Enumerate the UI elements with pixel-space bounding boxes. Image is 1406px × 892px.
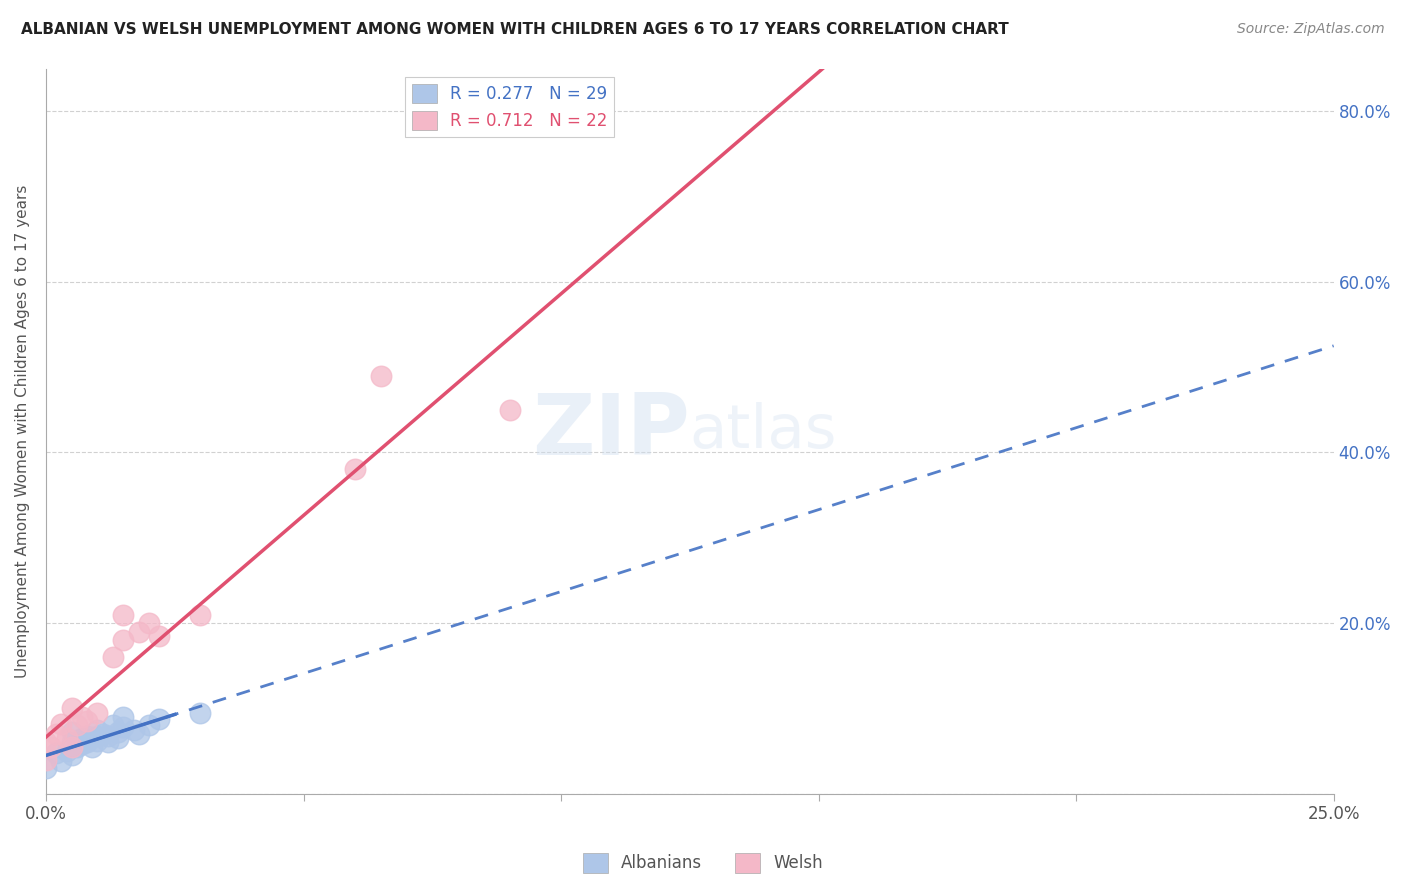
Point [76,714,98,728]
Point [86,733,108,747]
Point [112,633,135,648]
Point [35,761,58,775]
Point [101,650,124,665]
Point [498,402,520,417]
Y-axis label: Unemployment Among Women with Children Ages 6 to 17 years: Unemployment Among Women with Children A… [15,185,30,678]
Point [70,737,93,751]
Point [55,744,77,758]
Point [51,754,73,768]
Point [343,462,366,476]
Point [190,607,212,622]
Point [60,701,83,715]
Point [76,735,98,749]
Point [70,710,93,724]
Point [112,607,135,622]
Text: ALBANIAN VS WELSH UNEMPLOYMENT AMONG WOMEN WITH CHILDREN AGES 6 TO 17 YEARS CORR: ALBANIAN VS WELSH UNEMPLOYMENT AMONG WOM… [21,22,1010,37]
Point [190,706,212,720]
Point [60,748,83,763]
Legend: Albanians, Welsh: Albanians, Welsh [576,847,830,880]
Point [66,718,89,732]
Point [122,723,145,737]
Point [51,716,73,731]
Point [35,753,58,767]
Point [66,739,89,754]
Point [148,712,170,726]
Text: atlas: atlas [690,401,838,460]
Point [107,731,129,746]
Legend: R = 0.277   N = 29, R = 0.712   N = 22: R = 0.277 N = 29, R = 0.712 N = 22 [405,77,614,137]
Point [45,746,67,760]
Point [39,739,62,754]
Point [86,723,108,737]
Point [112,710,135,724]
Text: ZIP: ZIP [531,390,690,473]
Point [60,725,83,739]
Point [86,729,108,743]
Point [60,735,83,749]
Point [82,739,104,754]
Text: Source: ZipAtlas.com: Source: ZipAtlas.com [1237,22,1385,37]
Point [148,629,170,643]
Point [76,729,98,743]
Point [45,727,67,741]
Point [86,706,108,720]
Point [60,739,83,754]
Point [97,729,120,743]
Point [55,731,77,746]
Point [138,615,160,630]
Point [107,725,129,739]
Point [370,368,392,383]
Point [128,727,150,741]
Point [91,727,114,741]
Point [35,735,58,749]
Point [112,720,135,734]
Point [97,735,120,749]
Point [128,624,150,639]
Point [138,718,160,732]
Point [101,718,124,732]
Point [70,731,93,746]
